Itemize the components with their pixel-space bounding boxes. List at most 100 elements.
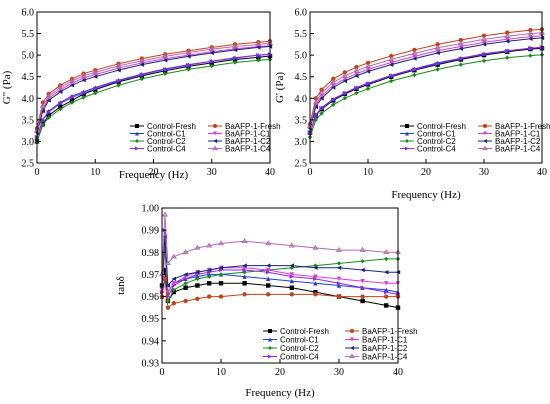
data-point: [389, 78, 394, 84]
data-point: [388, 56, 395, 62]
series-line: [161, 269, 399, 309]
data-point: [256, 58, 261, 63]
data-point: [207, 270, 212, 275]
data-point: [435, 48, 440, 54]
data-point: [256, 45, 261, 50]
legend-marker: [405, 139, 409, 143]
data-point: [186, 67, 191, 72]
legend-label: Control-C2: [417, 137, 456, 146]
series-Control-C2: [307, 52, 545, 140]
data-point: [265, 240, 272, 246]
series-line: [36, 42, 271, 131]
data-point: [162, 276, 168, 282]
data-point: [162, 67, 168, 72]
chart-gpp: 0 10 20 30 40 2.5 3.0 3.5 4.0 4.5 5.0 5.5 6.0 Frequen…: [1, 8, 281, 182]
data-point: [40, 106, 46, 112]
data-point: [186, 62, 191, 68]
legend-label: BaAFP-1-Fresh: [362, 327, 418, 336]
data-point: [331, 83, 336, 88]
data-point: [68, 77, 76, 83]
legend-label: Control-C4: [417, 144, 456, 153]
x-tick-label: 10: [90, 167, 100, 178]
data-point: [458, 44, 463, 49]
series-line: [161, 214, 398, 275]
data-point: [185, 49, 192, 55]
data-point: [384, 270, 389, 275]
data-point: [116, 83, 121, 88]
y-tick-label: 4.5: [22, 72, 35, 83]
data-point: [319, 106, 324, 111]
data-point: [58, 101, 63, 106]
data-point: [318, 89, 325, 95]
data-point: [331, 102, 336, 107]
data-point: [218, 281, 224, 286]
data-point: [40, 109, 46, 114]
legend-marker: [482, 145, 488, 151]
chart-gp: 0 10 20 30 40 2.5 3.0 3.5 4.0 4.5 5.0 5.5 6.0 Frequen…: [274, 8, 550, 202]
data-point: [528, 53, 533, 58]
data-point: [365, 67, 371, 72]
data-point: [93, 90, 98, 96]
data-point: [209, 58, 214, 64]
y-axis-label: G' (Pa): [274, 72, 286, 103]
data-point: [171, 287, 176, 293]
data-point: [505, 55, 510, 60]
data-point: [171, 276, 176, 282]
data-point: [115, 62, 122, 68]
data-point: [359, 246, 366, 252]
data-point: [93, 86, 98, 91]
data-point: [171, 289, 176, 295]
data-point: [266, 276, 271, 282]
data-point: [435, 50, 440, 56]
series-BaAFP-1-C4: [306, 29, 546, 129]
data-point: [360, 278, 365, 284]
data-point: [92, 69, 99, 75]
y-tick-label: 6.0: [22, 8, 35, 19]
data-point: [242, 267, 247, 273]
data-point: [81, 77, 86, 83]
data-point: [353, 67, 360, 73]
x-tick-label: 0: [35, 167, 40, 178]
series-Control-C2: [34, 57, 273, 144]
data-point: [365, 60, 371, 66]
data-point: [384, 303, 389, 308]
legend-label: BaAFP-1-C1: [225, 129, 271, 138]
data-point: [232, 60, 238, 65]
legend-label: BaAFP-1-C4: [362, 352, 408, 361]
data-point: [45, 92, 52, 98]
data-point: [289, 263, 294, 268]
legend-label: Control-C1: [280, 335, 319, 344]
legend-marker: [213, 124, 217, 128]
data-point: [434, 44, 441, 50]
chart-tand: 0 10 20 30 40 0.93 0.94 0.95 0.96 0.97 0.98 0.99 1.0…: [115, 204, 418, 400]
x-tick-label: 40: [537, 167, 547, 178]
legend-marker: [135, 139, 139, 143]
data-point: [58, 89, 63, 95]
x-axis-label: Frequency (Hz): [391, 189, 461, 201]
data-point: [195, 296, 200, 301]
data-point: [69, 100, 75, 105]
data-point: [412, 56, 417, 61]
data-point: [232, 55, 238, 61]
series-line: [309, 46, 543, 133]
legend: Control-FreshControl-C1Control-C2Control…: [400, 122, 550, 153]
data-point: [505, 30, 510, 35]
data-point: [313, 96, 318, 101]
data-point: [354, 85, 359, 91]
x-tick-label: 30: [334, 367, 344, 378]
data-point: [231, 43, 239, 49]
data-point: [80, 72, 87, 78]
data-point: [183, 298, 188, 304]
data-point: [330, 79, 337, 85]
data-point: [209, 63, 214, 69]
y-tick-label: 0.95: [142, 314, 160, 325]
data-point: [319, 96, 324, 101]
data-point: [93, 74, 98, 79]
series-BaAFP-1-Fresh: [34, 39, 273, 131]
data-point: [313, 113, 318, 118]
data-point: [458, 46, 463, 51]
data-point: [336, 281, 342, 286]
data-point: [195, 276, 200, 282]
data-point: [528, 34, 533, 39]
legend: Control-FreshControl-C1Control-C2Control…: [130, 122, 281, 153]
